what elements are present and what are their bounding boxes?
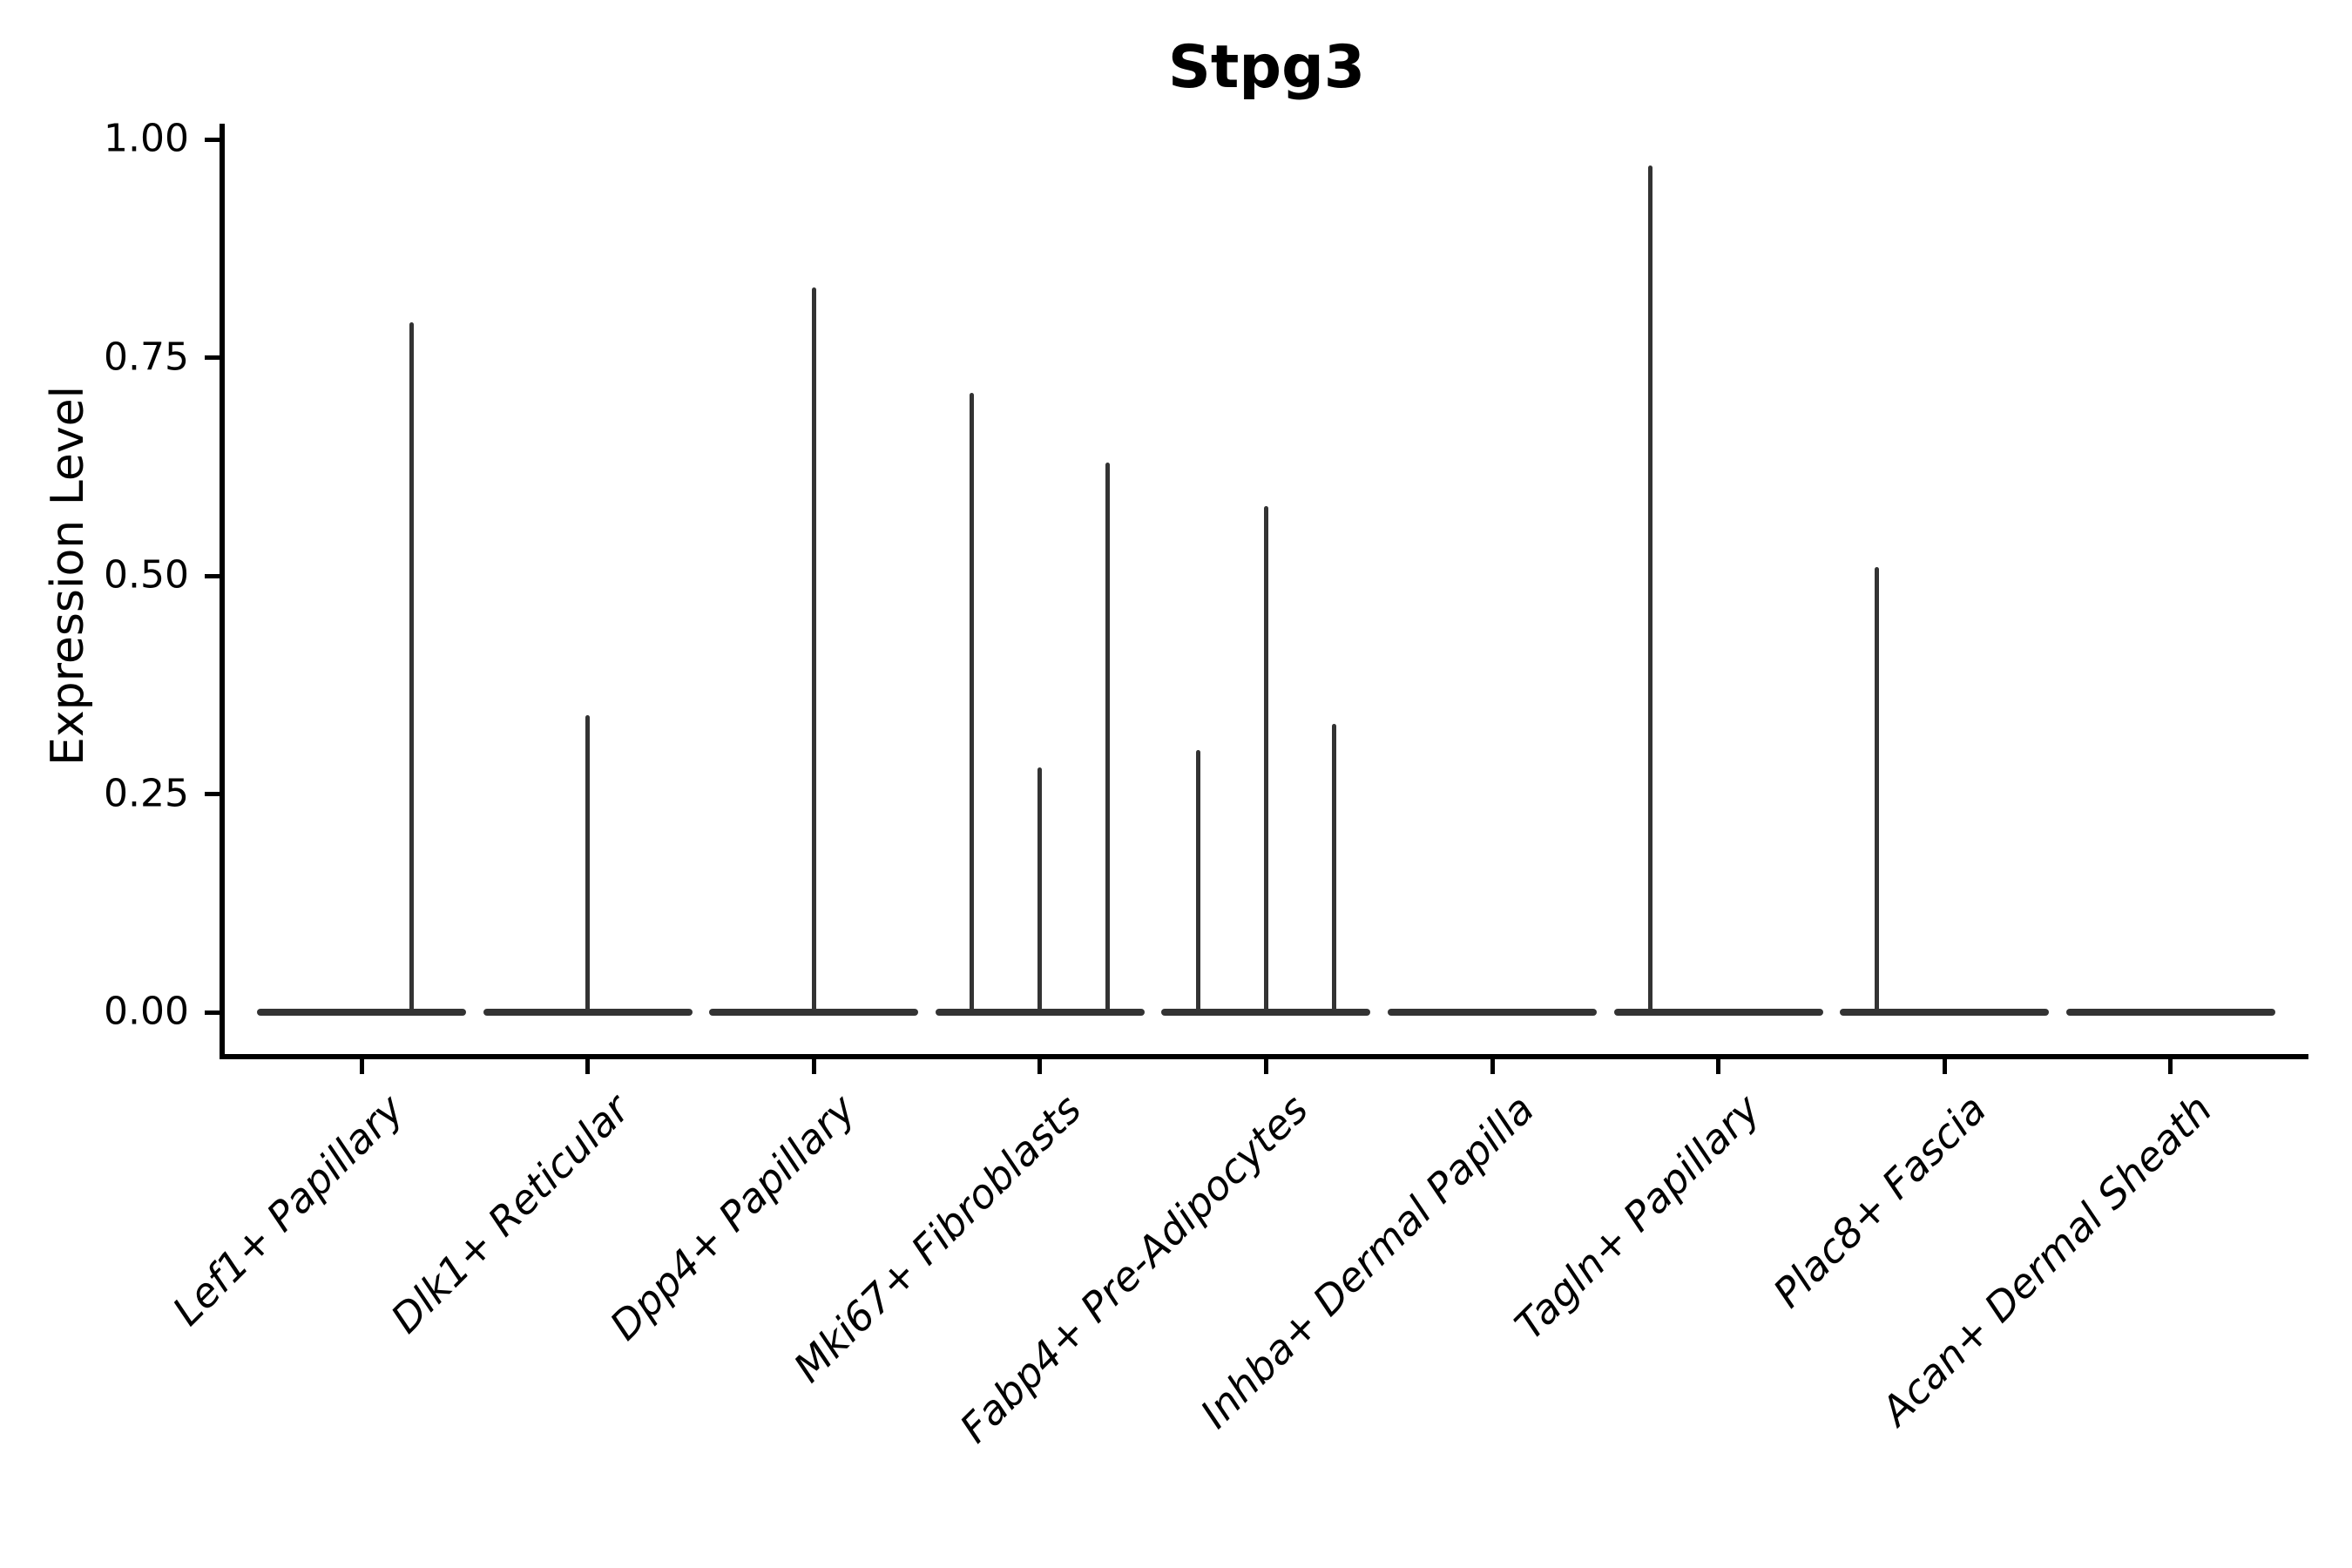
violin-spike [1263, 505, 1268, 1016]
violin-spike [970, 392, 975, 1016]
y-tick-mark [205, 792, 220, 796]
x-tick-label: Tagln+ Papillary [1505, 1085, 1769, 1349]
violin-spike [1105, 462, 1111, 1016]
y-tick-mark [205, 1010, 220, 1015]
x-tick-mark [811, 1059, 816, 1074]
y-tick-mark [205, 573, 220, 578]
y-tick-label: 0.75 [104, 334, 189, 379]
x-tick-mark [1037, 1059, 1043, 1074]
violin-spike [1331, 724, 1336, 1016]
y-tick-label: 0.00 [104, 989, 189, 1034]
x-axis-spine [220, 1054, 2308, 1059]
y-tick-mark [205, 137, 220, 142]
x-tick-mark [2168, 1059, 2173, 1074]
violin-spike [1196, 750, 1201, 1016]
y-tick-label: 1.00 [104, 116, 189, 161]
violin-base [2065, 1009, 2275, 1016]
violin-spike [409, 322, 414, 1016]
violin-spike [811, 287, 816, 1016]
violin-spike [1874, 566, 1879, 1016]
x-tick-label: Dpp4+ Papillary [600, 1085, 865, 1349]
violin-spike [585, 715, 591, 1016]
x-tick-mark [1490, 1059, 1495, 1074]
x-tick-mark [1263, 1059, 1268, 1074]
violin-base [1613, 1009, 1823, 1016]
x-tick-mark [1716, 1059, 1721, 1074]
plot-title: Stpg3 [1167, 33, 1366, 102]
y-tick-label: 0.25 [104, 770, 189, 815]
y-tick-label: 0.50 [104, 552, 189, 598]
violin-base [257, 1009, 466, 1016]
violin-spike [1037, 767, 1043, 1016]
x-tick-label: Plac8+ Fascia [1764, 1085, 1996, 1317]
y-axis-spine [220, 124, 225, 1059]
x-tick-mark [1942, 1059, 1947, 1074]
violin-base [1388, 1009, 1597, 1016]
x-tick-label: Lef1+ Papillary [163, 1085, 413, 1335]
x-tick-mark [359, 1059, 364, 1074]
x-tick-mark [585, 1059, 591, 1074]
x-tick-label: Dlk1+ Reticular [382, 1085, 639, 1342]
violin-spike [1648, 166, 1653, 1016]
violin-base [1840, 1009, 2050, 1016]
y-tick-mark [205, 355, 220, 360]
